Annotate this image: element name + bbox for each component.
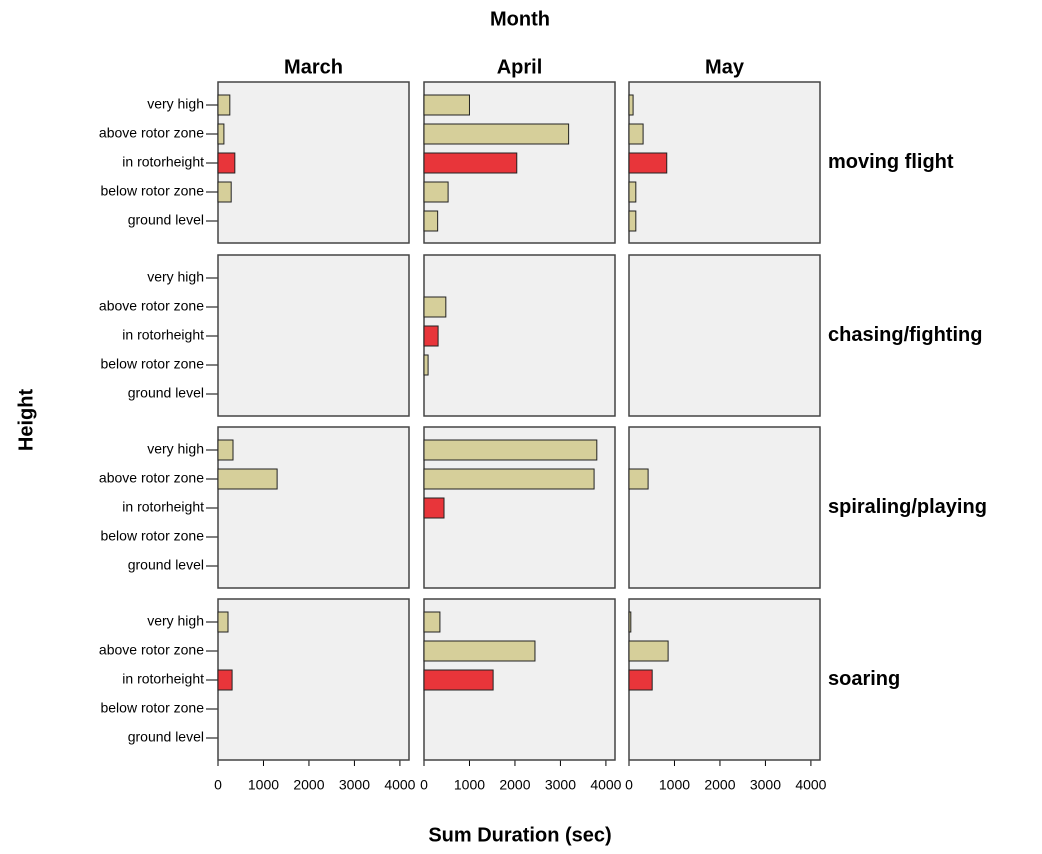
bar: [217, 611, 229, 633]
bar: [423, 640, 536, 662]
panel: [217, 81, 410, 244]
bar: [423, 210, 439, 232]
x-tick-label: 4000: [590, 777, 621, 793]
y-tick-label: ground level: [128, 729, 204, 745]
x-tick-label: 0: [420, 777, 428, 793]
bar: [423, 123, 570, 145]
x-tick-label: 1000: [454, 777, 485, 793]
panel: [217, 426, 410, 589]
bar: [423, 296, 447, 318]
bar: [628, 210, 637, 232]
bar: [217, 94, 231, 116]
bar: [423, 94, 470, 116]
y-tick-label: below rotor zone: [100, 700, 204, 716]
bar: [217, 669, 233, 691]
bar: [628, 669, 653, 691]
bar: [628, 152, 668, 174]
panel: [628, 254, 821, 417]
y-tick-label: very high: [147, 96, 204, 112]
y-tick-label: below rotor zone: [100, 356, 204, 372]
y-tick-label: above rotor zone: [99, 125, 204, 141]
y-tick-label: below rotor zone: [100, 528, 204, 544]
row-label: chasing/fighting: [828, 324, 982, 346]
x-tick-label: 2000: [499, 777, 530, 793]
bar: [423, 354, 429, 376]
bar: [423, 669, 494, 691]
x-tick-label: 3000: [545, 777, 576, 793]
bar: [217, 181, 232, 203]
x-tick-label: 4000: [384, 777, 415, 793]
y-tick-label: below rotor zone: [100, 183, 204, 199]
x-tick-label: 3000: [750, 777, 781, 793]
bar: [423, 325, 439, 347]
panel: [217, 254, 410, 417]
bar: [628, 611, 632, 633]
x-tick-label: 4000: [795, 777, 826, 793]
y-tick-label: very high: [147, 613, 204, 629]
bar: [217, 439, 234, 461]
bar: [423, 439, 598, 461]
y-tick-label: above rotor zone: [99, 470, 204, 486]
bar: [423, 611, 441, 633]
y-tick-label: in rotorheight: [122, 327, 204, 343]
y-tick-label: very high: [147, 441, 204, 457]
bar: [423, 468, 595, 490]
row-label: moving flight: [828, 151, 954, 173]
panel: [628, 598, 821, 761]
bar: [217, 468, 278, 490]
bar: [628, 468, 649, 490]
bar: [423, 152, 518, 174]
y-axis-label: Height: [15, 389, 37, 452]
bar: [423, 181, 449, 203]
bar: [217, 123, 225, 145]
column-label: May: [705, 56, 745, 78]
x-tick-label: 1000: [248, 777, 279, 793]
bar: [628, 123, 644, 145]
column-label: March: [284, 56, 343, 78]
chart-title: Month: [490, 8, 550, 30]
bar: [628, 181, 637, 203]
y-tick-label: ground level: [128, 385, 204, 401]
y-tick-label: ground level: [128, 212, 204, 228]
y-tick-label: ground level: [128, 557, 204, 573]
y-tick-label: in rotorheight: [122, 499, 204, 515]
bar: [628, 94, 634, 116]
y-tick-label: above rotor zone: [99, 298, 204, 314]
y-tick-label: in rotorheight: [122, 154, 204, 170]
row-label: soaring: [828, 668, 900, 690]
bar: [423, 497, 445, 519]
panel: [217, 598, 410, 761]
bar: [628, 640, 669, 662]
x-tick-label: 3000: [339, 777, 370, 793]
y-tick-label: very high: [147, 269, 204, 285]
row-label: spiraling/playing: [828, 496, 987, 518]
y-tick-label: in rotorheight: [122, 671, 204, 687]
x-tick-label: 2000: [293, 777, 324, 793]
panel: [628, 426, 821, 589]
column-label: April: [497, 56, 543, 78]
x-tick-label: 0: [625, 777, 633, 793]
x-tick-label: 1000: [659, 777, 690, 793]
panel: [423, 254, 616, 417]
x-axis-label: Sum Duration (sec): [428, 824, 611, 846]
bar: [217, 152, 236, 174]
x-tick-label: 2000: [704, 777, 735, 793]
y-tick-label: above rotor zone: [99, 642, 204, 658]
x-tick-label: 0: [214, 777, 222, 793]
